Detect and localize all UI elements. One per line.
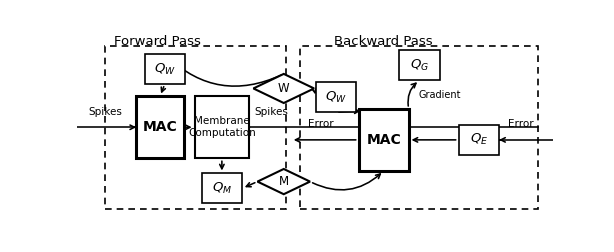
Text: M: M: [279, 175, 289, 188]
Bar: [195, 96, 249, 158]
Text: $Q_{M}$: $Q_{M}$: [212, 181, 232, 196]
Text: $Q_{W}$: $Q_{W}$: [154, 61, 176, 77]
Text: $Q_{W}$: $Q_{W}$: [325, 90, 347, 105]
Bar: [399, 50, 440, 80]
Bar: [106, 46, 286, 209]
Text: MAC: MAC: [367, 133, 401, 147]
Text: Forward Pass: Forward Pass: [114, 35, 201, 48]
Polygon shape: [254, 74, 314, 103]
Text: MAC: MAC: [142, 120, 177, 134]
Text: Spikes: Spikes: [88, 107, 123, 117]
Polygon shape: [257, 169, 310, 194]
Bar: [300, 46, 538, 209]
Bar: [136, 96, 184, 158]
Bar: [201, 173, 242, 203]
Text: Backward Pass: Backward Pass: [335, 35, 433, 48]
Text: Error: Error: [508, 119, 534, 129]
Bar: [144, 54, 185, 84]
Text: $Q_{E}$: $Q_{E}$: [470, 132, 488, 147]
Text: Error: Error: [308, 119, 333, 129]
Bar: [359, 109, 409, 171]
Text: Membrane
Computation: Membrane Computation: [188, 116, 256, 138]
Text: Spikes: Spikes: [254, 107, 288, 117]
Text: Gradient: Gradient: [418, 89, 460, 100]
Bar: [316, 82, 356, 112]
Bar: [459, 125, 499, 155]
Text: $Q_{G}$: $Q_{G}$: [410, 58, 429, 73]
Text: W: W: [278, 82, 290, 95]
